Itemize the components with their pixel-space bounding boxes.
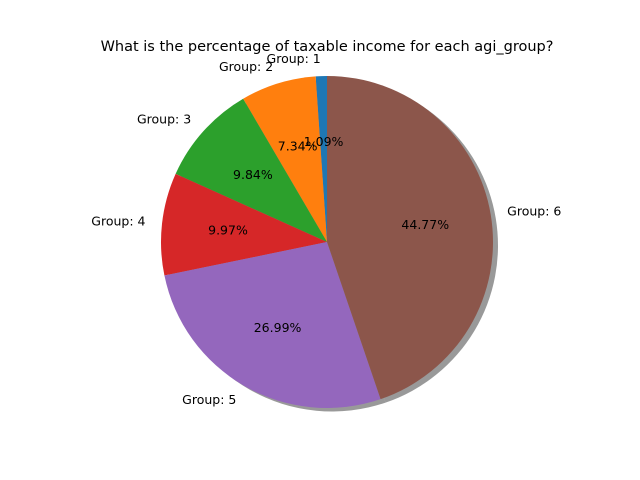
slice-percent-group-5: 26.99%	[254, 320, 302, 335]
slice-label-group-5: Group: 5	[182, 392, 236, 407]
slice-labels: Group: 1 1.09% Group: 2 7.34% Group: 3 9.84% G…	[91, 51, 561, 407]
pie-slice-group-2	[243, 76, 327, 242]
slice-label-group-2: Group: 2	[219, 59, 273, 74]
pie-slice-group-5	[164, 242, 381, 408]
slice-label-group-4: Group: 4	[91, 214, 145, 229]
pie-slice-group-6	[327, 76, 493, 400]
slice-percent-group-6: 44.77%	[401, 217, 449, 232]
chart-title: What is the percentage of taxable income…	[101, 39, 554, 55]
slice-percent-group-1: 1.09%	[304, 134, 344, 149]
pie-slice-group-1	[315, 76, 327, 242]
pie-slice-group-3	[175, 98, 327, 242]
slice-label-group-3: Group: 3	[137, 111, 191, 126]
slice-percent-group-2: 7.34%	[278, 138, 318, 153]
slice-percent-group-3: 9.84%	[233, 167, 273, 182]
slice-label-group-6: Group: 6	[507, 204, 561, 219]
slice-label-group-1: Group: 1	[267, 51, 321, 66]
pie-slices	[161, 76, 493, 408]
pie-slice-group-4	[161, 173, 327, 276]
slice-percent-group-4: 9.97%	[208, 223, 248, 238]
